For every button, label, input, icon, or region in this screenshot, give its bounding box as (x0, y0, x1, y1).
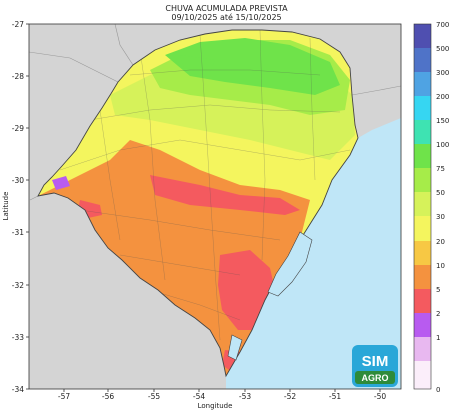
y-tick-label: -29 (12, 124, 24, 133)
lagoa-mirim (227, 334, 243, 361)
colorbar-label: 1 (436, 334, 440, 342)
colorbar-label: 100 (436, 141, 449, 149)
y-tick-label: -34 (12, 385, 24, 394)
colorbar-label: 0 (436, 386, 440, 394)
colorbar-swatch (414, 216, 431, 241)
colorbar-label: 200 (436, 93, 449, 101)
colorbar-swatch (414, 24, 431, 48)
x-axis-label: Longitude (198, 402, 233, 410)
x-tick-label: -50 (374, 392, 386, 401)
colorbar-label: 500 (436, 45, 449, 53)
colorbar-swatch (414, 48, 431, 72)
y-axis (26, 23, 29, 390)
map-title: CHUVA ACUMULADA PREVISTA (165, 4, 288, 13)
colorbar-swatch (414, 120, 431, 144)
lagoa-dos-patos (267, 231, 313, 297)
colorbar-label: 75 (436, 165, 445, 173)
plot-frame (28, 23, 402, 390)
state-boundary (37, 29, 359, 378)
map-date-range: 09/10/2025 até 15/10/2025 (171, 13, 282, 22)
colorbar-swatch (414, 168, 431, 192)
colorbar-label: 50 (436, 189, 445, 197)
x-tick-label: -53 (239, 392, 251, 401)
colorbar-swatch (414, 96, 431, 120)
x-tick-label: -51 (329, 392, 341, 401)
colorbar-label: 10 (436, 262, 445, 270)
x-tick-label: -52 (284, 392, 296, 401)
x-tick-label: -57 (58, 392, 70, 401)
colorbar-swatch (414, 265, 431, 289)
colorbar-label: 2 (436, 310, 440, 318)
colorbar-swatch (414, 361, 431, 389)
colorbar-label: 700 (436, 21, 449, 29)
logo-sim-text: SIM (362, 353, 389, 370)
y-tick-label: -30 (12, 176, 24, 185)
logo-agro-text: AGRO (362, 373, 389, 383)
colorbar-label: 5 (436, 286, 440, 294)
colorbar-label: 30 (436, 213, 445, 221)
x-tick-label: -55 (148, 392, 160, 401)
colorbar-swatch (414, 313, 431, 337)
y-axis-label: Latitude (2, 192, 10, 221)
x-axis (63, 389, 381, 392)
colorbar (413, 23, 432, 390)
colorbar-swatch (414, 241, 431, 265)
colorbar-label: 300 (436, 69, 449, 77)
colorbar-swatch (414, 72, 431, 96)
x-tick-label: -54 (193, 392, 205, 401)
y-tick-label: -31 (12, 228, 24, 237)
x-tick-label: -56 (102, 392, 114, 401)
colorbar-label: 150 (436, 117, 449, 125)
y-tick-label: -27 (12, 20, 24, 29)
colorbar-swatch (414, 289, 431, 313)
y-tick-label: -28 (12, 72, 24, 81)
colorbar-swatch (414, 192, 431, 216)
colorbar-swatch (414, 337, 431, 361)
ocean (226, 24, 401, 389)
colorbar-swatch (414, 144, 431, 168)
y-tick-label: -33 (12, 333, 24, 342)
y-tick-label: -32 (12, 281, 24, 290)
colorbar-label: 20 (436, 238, 445, 246)
simagro-logo: SIM AGRO (352, 345, 398, 387)
